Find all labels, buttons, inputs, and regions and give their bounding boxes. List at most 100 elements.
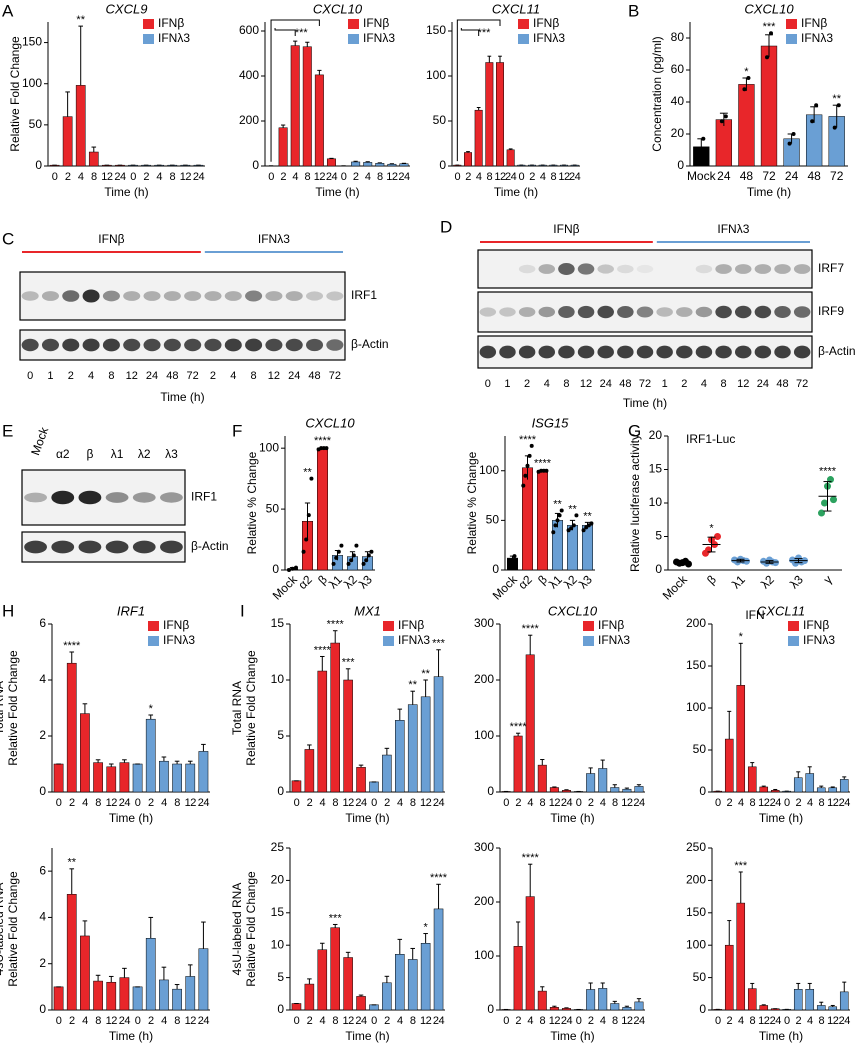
lane-label: 0 <box>27 370 33 382</box>
bar <box>369 1004 379 1011</box>
lane-label: 72 <box>329 370 341 382</box>
y-tick-label: 0 <box>492 562 499 576</box>
y-tick-label: 10 <box>271 672 285 686</box>
x-axis-label: Time (h) <box>109 1029 153 1043</box>
group-label: IFNβ <box>553 222 579 236</box>
x-tick-label: 12 <box>549 797 561 809</box>
significance: ** <box>832 93 841 105</box>
blot-band <box>597 345 614 359</box>
x-tick-label: 4 <box>738 797 744 809</box>
blot-band <box>577 305 595 319</box>
legend-label: IFNβ <box>598 618 624 632</box>
x-tick-label: Mock <box>660 572 691 603</box>
y-tick-label: 10 <box>649 495 663 509</box>
data-point <box>553 523 558 528</box>
legend-label: IFNλ3 <box>398 633 430 647</box>
blot-band <box>499 307 516 317</box>
x-tick-label: 4 <box>527 797 533 809</box>
lane-label: 72 <box>639 378 651 390</box>
lane-label: 24 <box>288 370 300 382</box>
x-tick-label: 2 <box>384 1015 390 1027</box>
bar <box>159 760 169 793</box>
blot-band <box>793 306 811 318</box>
x-tick-label: 0 <box>576 797 582 809</box>
data-point <box>290 566 295 571</box>
x-tick-label: 8 <box>174 797 180 809</box>
lane-label: 12 <box>268 370 280 382</box>
y-axis-label: 4sU-labeled RNA <box>230 883 244 976</box>
x-axis-label: Time (h) <box>747 185 791 199</box>
x-tick-label: 0 <box>56 797 62 809</box>
bracket <box>456 19 501 162</box>
blot-band <box>204 338 222 352</box>
bar <box>586 989 596 1011</box>
blot-band <box>160 540 183 554</box>
x-tick-label: α2 <box>515 572 535 592</box>
x-tick-label: 8 <box>304 171 310 183</box>
chart-title: CXCL10 <box>744 1 794 16</box>
bar <box>159 979 169 1011</box>
legend-swatch <box>148 636 159 646</box>
x-tick-label: 2 <box>795 797 801 809</box>
bar <box>53 763 64 793</box>
bar <box>634 786 644 793</box>
blot-band <box>479 345 497 359</box>
y-tick-label: 4 <box>39 910 46 924</box>
blot-band <box>597 264 614 274</box>
significance: **** <box>430 872 448 884</box>
bar <box>805 773 815 793</box>
bar <box>326 158 336 167</box>
y-tick-label: 50 <box>693 970 707 984</box>
bar <box>634 1001 644 1011</box>
y-tick-label: 0 <box>272 562 279 576</box>
x-tick-label: 12 <box>827 1015 839 1027</box>
blot-band <box>734 264 752 274</box>
y-tick-label: 0 <box>655 562 662 576</box>
lane-label: 0 <box>485 378 491 390</box>
bar <box>598 988 608 1011</box>
blot-band <box>715 345 732 359</box>
x-tick-label: 2 <box>515 797 521 809</box>
data-point <box>787 141 792 146</box>
bar <box>759 786 769 793</box>
y-tick-label: 60 <box>671 62 685 76</box>
data-point <box>529 443 534 448</box>
blot-band <box>656 345 673 359</box>
bar <box>145 718 156 793</box>
y-tick-label: 15 <box>271 905 285 919</box>
panel-letter: B <box>628 1 639 20</box>
blot-membrane <box>21 469 186 526</box>
blot-band <box>51 490 75 505</box>
x-tick-label: 12 <box>180 171 192 183</box>
y-tick-label: 4 <box>39 672 46 686</box>
bar <box>747 988 757 1011</box>
bar <box>506 149 515 167</box>
x-tick-label: 24 <box>785 169 799 183</box>
lane-label: 48 <box>308 370 320 382</box>
bar <box>93 980 103 1011</box>
blot-band <box>163 291 181 301</box>
significance: ** <box>583 510 592 522</box>
x-tick-label: 0 <box>715 797 721 809</box>
blot-band <box>518 345 536 359</box>
panel-letter: C <box>2 229 14 248</box>
bar <box>420 696 431 793</box>
x-tick-label: 2 <box>69 1015 75 1027</box>
blot-band <box>105 492 129 503</box>
blot-band <box>715 305 732 319</box>
bar <box>62 116 73 167</box>
lane-label: Mock <box>28 424 51 457</box>
blot-band <box>734 345 752 359</box>
lane-label: 4 <box>230 370 236 382</box>
data-point <box>324 446 329 451</box>
y-tick-label: 50 <box>266 501 280 515</box>
significance: **** <box>63 640 81 652</box>
data-point <box>581 528 586 533</box>
bar <box>816 787 826 793</box>
x-tick-label: Mock <box>687 169 717 183</box>
legend-label: IFNλ3 <box>598 633 630 647</box>
y-tick-label: 10 <box>271 937 285 951</box>
bar <box>736 685 746 793</box>
data-point <box>697 151 702 156</box>
bar <box>549 1007 559 1011</box>
